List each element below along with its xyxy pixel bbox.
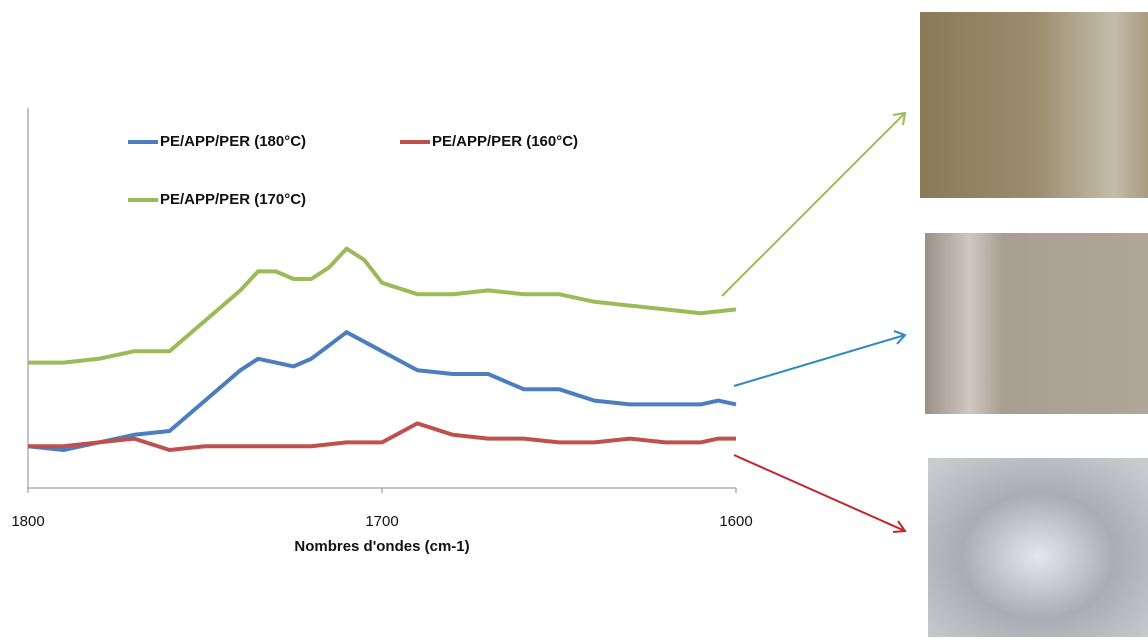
- arrow-head: [892, 111, 907, 126]
- arrow: [733, 334, 906, 387]
- series-line: [28, 421, 736, 452]
- legend-label: PE/APP/PER (180°C): [160, 133, 306, 150]
- x-tick-label: 1700: [365, 513, 398, 530]
- arrow-head: [892, 520, 907, 533]
- arrow: [733, 454, 906, 532]
- series-line: [28, 246, 737, 365]
- x-tick-label: 1600: [719, 513, 752, 530]
- legend-label: PE/APP/PER (170°C): [160, 191, 306, 208]
- x-axis-label: Nombres d'ondes (cm-1): [294, 538, 469, 555]
- arrow: [721, 112, 906, 297]
- arrow-head: [893, 330, 907, 345]
- series-line: [27, 330, 737, 452]
- photo-180: [920, 12, 1148, 198]
- photo-160: [928, 458, 1148, 637]
- legend-label: PE/APP/PER (160°C): [432, 133, 578, 150]
- photo-170: [925, 233, 1148, 414]
- x-tick-label: 1800: [11, 513, 44, 530]
